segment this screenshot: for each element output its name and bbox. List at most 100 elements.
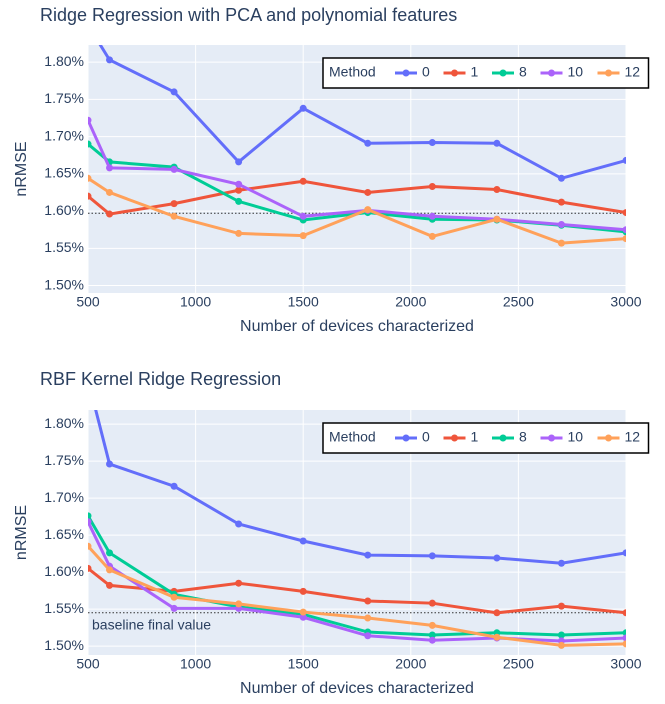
data-point	[622, 156, 626, 164]
legend-label: 12	[625, 429, 641, 445]
data-point	[235, 579, 243, 587]
x-tick-label: 500	[76, 294, 100, 310]
legend-box	[322, 57, 650, 89]
data-point	[235, 180, 243, 188]
data-point	[299, 177, 307, 185]
y-tick-label: 1.65%	[44, 526, 84, 542]
data-point	[428, 552, 436, 560]
data-point	[557, 198, 565, 206]
series-line	[88, 545, 626, 647]
x-tick-label: 2500	[503, 294, 534, 310]
x-tick-label: 3000	[610, 294, 641, 310]
data-point	[428, 636, 436, 644]
x-tick-label: 1500	[288, 294, 319, 310]
data-point	[88, 512, 92, 520]
plot-area	[88, 410, 626, 649]
data-point	[557, 602, 565, 610]
data-point	[622, 609, 626, 617]
data-point	[493, 215, 501, 223]
series-line	[98, 45, 626, 180]
x-tick-label: 500	[76, 656, 100, 672]
y-axis-title: nRMSE	[13, 505, 30, 560]
legend-swatch-dot	[451, 434, 458, 442]
y-tick-label: 1.75%	[44, 90, 84, 106]
y-tick-label: 1.55%	[44, 239, 84, 255]
data-point	[428, 599, 436, 607]
data-point	[557, 631, 565, 639]
series-line	[94, 410, 626, 565]
data-point	[88, 542, 92, 550]
y-tick-label: 1.80%	[44, 415, 84, 431]
y-tick-label: 1.50%	[44, 276, 84, 292]
legend-box	[322, 422, 650, 454]
legend-label: 1	[471, 64, 479, 80]
x-axis-title: Number of devices characterized	[240, 680, 474, 697]
data-point	[622, 226, 626, 234]
data-point	[106, 549, 114, 557]
legend: Method 0 1 8 10 12	[322, 57, 650, 89]
data-point	[170, 482, 178, 490]
data-point	[364, 206, 372, 214]
data-point	[299, 232, 307, 240]
data-point	[493, 185, 501, 193]
data-point	[106, 566, 114, 574]
data-point	[235, 186, 243, 194]
data-point	[170, 212, 178, 220]
data-point	[428, 212, 436, 220]
x-tick-label: 2000	[395, 656, 426, 672]
legend-swatch-dot	[402, 434, 410, 442]
data-point	[299, 212, 307, 220]
data-point	[428, 631, 436, 639]
legend-label: 12	[625, 64, 641, 80]
legend-swatch-dot	[548, 69, 555, 77]
data-point	[299, 608, 307, 616]
data-point	[622, 634, 626, 642]
data-point	[106, 460, 114, 468]
data-point	[299, 104, 307, 112]
legend-label: 0	[422, 429, 430, 445]
legend-label: 0	[422, 64, 430, 80]
legend-swatch-dot	[402, 69, 410, 77]
data-point	[364, 632, 372, 640]
y-tick-label: 1.80%	[44, 53, 84, 69]
data-point	[106, 210, 114, 218]
y-tick-label: 1.75%	[44, 452, 84, 468]
data-point	[106, 581, 114, 589]
data-point	[557, 174, 565, 182]
data-point	[557, 239, 565, 247]
data-point	[557, 220, 565, 228]
chart-title: RBF Kernel Ridge Regression	[40, 369, 281, 389]
data-point	[106, 164, 114, 172]
legend-swatch-dot	[605, 69, 612, 77]
series-line	[88, 177, 626, 245]
data-point	[364, 188, 372, 196]
x-tick-label: 1500	[288, 656, 319, 672]
data-point	[622, 640, 626, 648]
x-tick-label: 1000	[180, 294, 211, 310]
data-point	[557, 641, 565, 649]
legend-swatch-dot	[499, 434, 507, 442]
data-point	[428, 139, 436, 147]
data-point	[299, 613, 307, 621]
data-point	[170, 88, 178, 96]
series-line	[88, 119, 626, 232]
data-point	[622, 549, 626, 557]
y-tick-label: 1.50%	[44, 637, 84, 653]
x-axis-title: Number of devices characterized	[240, 318, 474, 335]
y-tick-label: 1.55%	[44, 600, 84, 616]
legend-swatch-dot	[605, 434, 612, 442]
data-point	[493, 633, 501, 641]
legend-title: Method	[329, 429, 376, 445]
data-point	[364, 597, 372, 605]
legend-swatch-dot	[451, 69, 458, 77]
x-tick-label: 1000	[180, 656, 211, 672]
series-line	[88, 515, 626, 637]
data-point	[428, 183, 436, 191]
legend-label: 10	[568, 429, 584, 445]
data-point	[170, 200, 178, 208]
plot-area	[88, 45, 626, 247]
legend-swatch-dot	[499, 69, 507, 77]
data-point	[170, 165, 178, 173]
data-point	[622, 629, 626, 637]
